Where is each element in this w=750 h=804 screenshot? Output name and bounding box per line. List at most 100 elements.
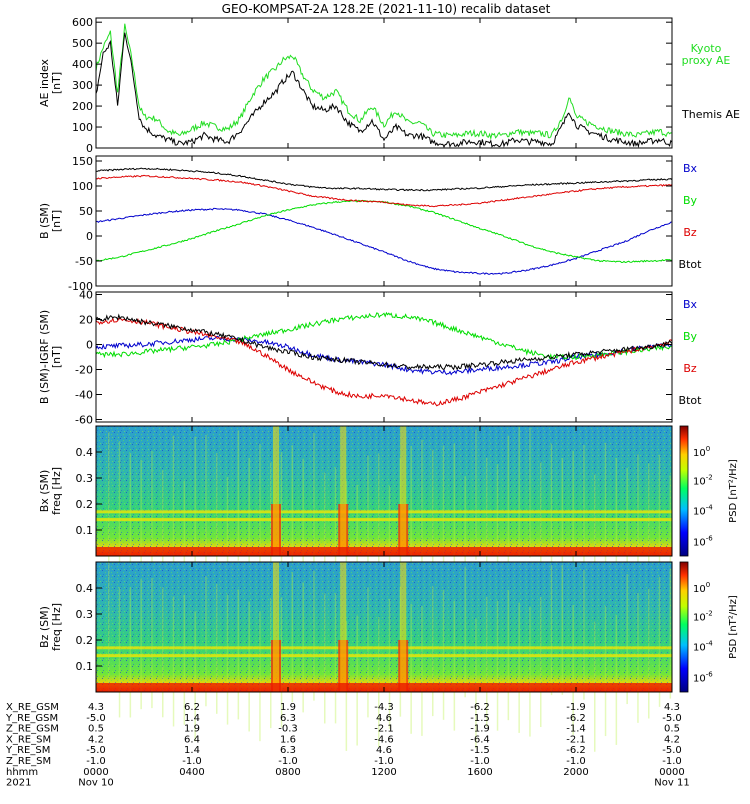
spectral-streak: [140, 459, 142, 590]
spectral-streak: [572, 450, 574, 581]
spectral-streak: [410, 446, 412, 577]
spectral-streak: [475, 429, 477, 560]
ephemeris-value: 6.3: [280, 745, 296, 756]
ephemeris-value: -6.2: [566, 713, 586, 724]
ephemeris-value: -1.5: [470, 745, 490, 756]
spectral-streak: [313, 432, 315, 563]
spectral-streak: [604, 606, 607, 737]
ephemeris-row-label: Z_RE_GSM: [6, 724, 59, 735]
spectral-streak: [129, 452, 132, 583]
spectral-streak: [464, 567, 466, 698]
series-bz: [95, 316, 673, 407]
spectral-streak: [151, 578, 153, 709]
ephemeris-value: 1.4: [184, 745, 200, 756]
series-kyoto-proxy-ae: [95, 23, 673, 141]
spectral-streak: [496, 464, 499, 595]
ephemeris-value: -1.0: [278, 756, 298, 767]
legend-bz: Bz: [683, 226, 697, 239]
ephemeris-value: 6.3: [280, 713, 296, 724]
spectral-streak: [162, 470, 164, 601]
spectral-streak: [648, 463, 650, 594]
y-tick-label: -40: [75, 389, 93, 402]
ephemeris-value: -1.9: [470, 724, 490, 735]
ephemeris-value: -1.5: [470, 713, 490, 724]
ephemeris-value: Nov 10: [78, 778, 113, 789]
y-tick-label: 0: [86, 339, 93, 352]
series-bz: [95, 174, 673, 208]
ephemeris-value: 4.2: [88, 734, 104, 745]
b-sm-panel: -100 -50 0 50 100 150 B (SM)[nT] Bx By Bz Btot: [38, 155, 702, 293]
ephemeris-value: -1.0: [86, 756, 106, 767]
chart-title: GEO-KOMPSAT-2A 128.2E (2021-11-10) recal…: [222, 2, 551, 16]
spectral-streak: [410, 603, 412, 734]
ephemeris-value: -5.0: [662, 745, 682, 756]
ephemeris-value: 0800: [275, 767, 300, 778]
ephemeris-value: -5.0: [86, 713, 106, 724]
series-by: [96, 199, 673, 264]
spectral-line: [96, 518, 672, 522]
y-tick-label: -100: [68, 280, 93, 293]
spectral-streak: [550, 565, 553, 696]
spectral-streak: [453, 443, 456, 574]
spectral-streak: [216, 453, 218, 584]
spectral-streak: [313, 570, 315, 701]
y-tick-label: 600: [72, 16, 93, 29]
spectral-streak: [183, 594, 186, 725]
ephemeris-value: 4.3: [664, 702, 680, 713]
ephemeris-value: 4.6: [376, 713, 392, 724]
y-tick-label: 20: [79, 314, 93, 327]
y-tick-label: 100: [72, 121, 93, 134]
spectral-streak: [367, 587, 369, 718]
spectral-streak: [604, 442, 607, 573]
series-btot: [95, 313, 673, 371]
spectral-streak: [194, 611, 196, 742]
legend-themis-ae: Themis AE: [681, 108, 740, 121]
spectral-streak: [496, 600, 499, 731]
spectral-streak: [388, 598, 391, 729]
spectral-streak: [507, 590, 510, 721]
y-tick-label: 0.3: [76, 472, 94, 485]
spectral-streak: [205, 576, 207, 707]
spectral-streak: [432, 586, 434, 717]
spectral-streak: [108, 431, 110, 562]
spectral-streak: [507, 435, 510, 566]
ephemeris-value: -6.2: [470, 702, 490, 713]
ephemeris-value: 1200: [371, 767, 396, 778]
y-axis-label: Bz (SM)freq [Hz]: [38, 603, 63, 651]
spectral-streak: [583, 444, 585, 575]
spectral-streak: [658, 576, 661, 707]
spectral-streak: [129, 587, 132, 718]
spectral-streak: [529, 606, 531, 737]
ephemeris-value: 2000: [563, 767, 588, 778]
spectral-streak: [356, 615, 358, 746]
spectral-streak: [583, 569, 585, 700]
y-tick-label: 0.4: [76, 446, 94, 459]
spectral-streak: [658, 454, 661, 585]
series-by: [95, 311, 672, 361]
colorbar-tick-label: 10-4: [693, 504, 713, 518]
y-tick-label: 150: [72, 155, 93, 168]
ephemeris-value: -6.2: [566, 745, 586, 756]
ephemeris-value: 4.6: [376, 745, 392, 756]
legend-by: By: [683, 330, 698, 343]
spectral-streak: [561, 457, 564, 588]
ephemeris-value: -1.9: [566, 702, 586, 713]
y-axis-label: B (SM)[nT]: [38, 203, 63, 239]
spectral-streak: [334, 467, 337, 598]
y-axis-label: AE index[nT]: [38, 58, 63, 107]
colorbar: [679, 425, 689, 557]
ephemeris-row-label: X_RE_SM: [6, 734, 51, 745]
spectral-streak: [594, 474, 596, 605]
spectral-streak: [205, 434, 207, 565]
spectral-streak: [302, 582, 304, 713]
spectral-streak: [183, 480, 186, 611]
ephemeris-table: X_RE_GSMY_RE_GSMZ_RE_GSMX_RE_SMY_RE_SMZ_…: [5, 702, 690, 789]
y-tick-label: 400: [72, 58, 93, 71]
ephemeris-value: -5.0: [86, 745, 106, 756]
spectral-streak: [378, 453, 380, 584]
legend-by: By: [683, 194, 698, 207]
spectral-streak: [626, 574, 628, 705]
bx-spectrogram-panel: 0.1 0.2 0.3 0.4 Bx (SM)freq [Hz] 100 10-2 10-4 1…: [38, 425, 739, 616]
ephemeris-value: 0000: [83, 767, 108, 778]
